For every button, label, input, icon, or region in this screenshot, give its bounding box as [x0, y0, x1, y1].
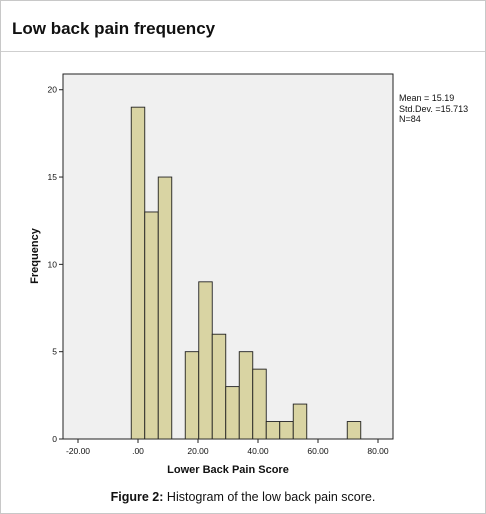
y-tick-label: 5	[52, 347, 57, 357]
x-tick-label: 20.00	[187, 446, 209, 456]
histogram-bar-8	[238, 351, 254, 440]
bars-layer	[130, 106, 362, 440]
histogram-bar-13	[346, 421, 362, 440]
x-tick-label: .00	[132, 446, 144, 456]
stats-std-dev: Std.Dev. =15.713	[399, 103, 469, 114]
x-axis-label: Lower Back Pain Score	[167, 464, 289, 476]
stats-legend: Mean = 15.19 Std.Dev. =15.713 N=84	[399, 93, 468, 125]
y-tick-label: 15	[48, 172, 58, 182]
figure-caption: Figure 2: Histogram of the low back pain…	[1, 490, 485, 504]
y-tick-label: 10	[48, 259, 58, 269]
histogram-bar-1	[130, 106, 146, 440]
histogram-bar-5	[198, 281, 213, 440]
page-title: Low back pain frequency	[12, 19, 216, 38]
title-divider	[1, 51, 485, 52]
histogram-bar-11	[279, 421, 294, 440]
x-axis: -20.00 .00 20.00 40.00 60.00 80.00	[66, 439, 389, 456]
histogram-bar-7	[225, 386, 240, 440]
histogram-bar-6	[211, 333, 227, 440]
x-tick-label: 60.00	[307, 446, 329, 456]
x-tick-label: -20.00	[66, 446, 90, 456]
y-axis: 0 5 10 15 20	[48, 85, 63, 444]
histogram-bar-12	[292, 403, 308, 440]
y-tick-label: 20	[48, 85, 58, 95]
caption-label: Figure 2:	[110, 490, 164, 504]
histogram-bar-9	[252, 368, 267, 440]
y-axis-label: Frequency	[29, 227, 41, 284]
stats-n: N=84	[399, 114, 421, 124]
stats-mean: Mean = 15.19	[399, 93, 455, 103]
y-tick-label: 0	[52, 434, 57, 444]
histogram-bar-4	[184, 351, 200, 440]
caption-text: Histogram of the low back pain score.	[163, 490, 376, 504]
plot-area	[62, 73, 394, 440]
histogram-bar-2	[144, 211, 159, 440]
x-tick-label: 40.00	[247, 446, 269, 456]
x-tick-label: 80.00	[367, 446, 389, 456]
histogram-bar-10	[265, 421, 281, 440]
histogram-bar-3	[157, 176, 173, 440]
histogram-chart: -20.00 .00 20.00 40.00 60.00 80.00 0 5 10 15 20 L…	[29, 73, 394, 476]
